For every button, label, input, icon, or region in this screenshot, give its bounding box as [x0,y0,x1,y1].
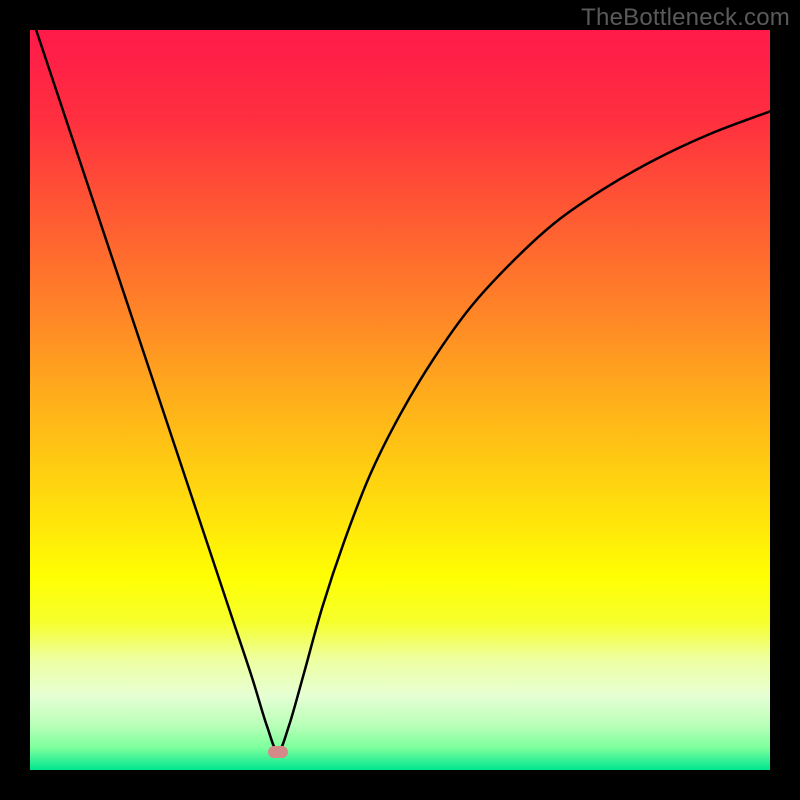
optimal-point-marker [268,746,288,758]
watermark-text: TheBottleneck.com [581,4,790,32]
gradient-plot-area [30,30,770,770]
